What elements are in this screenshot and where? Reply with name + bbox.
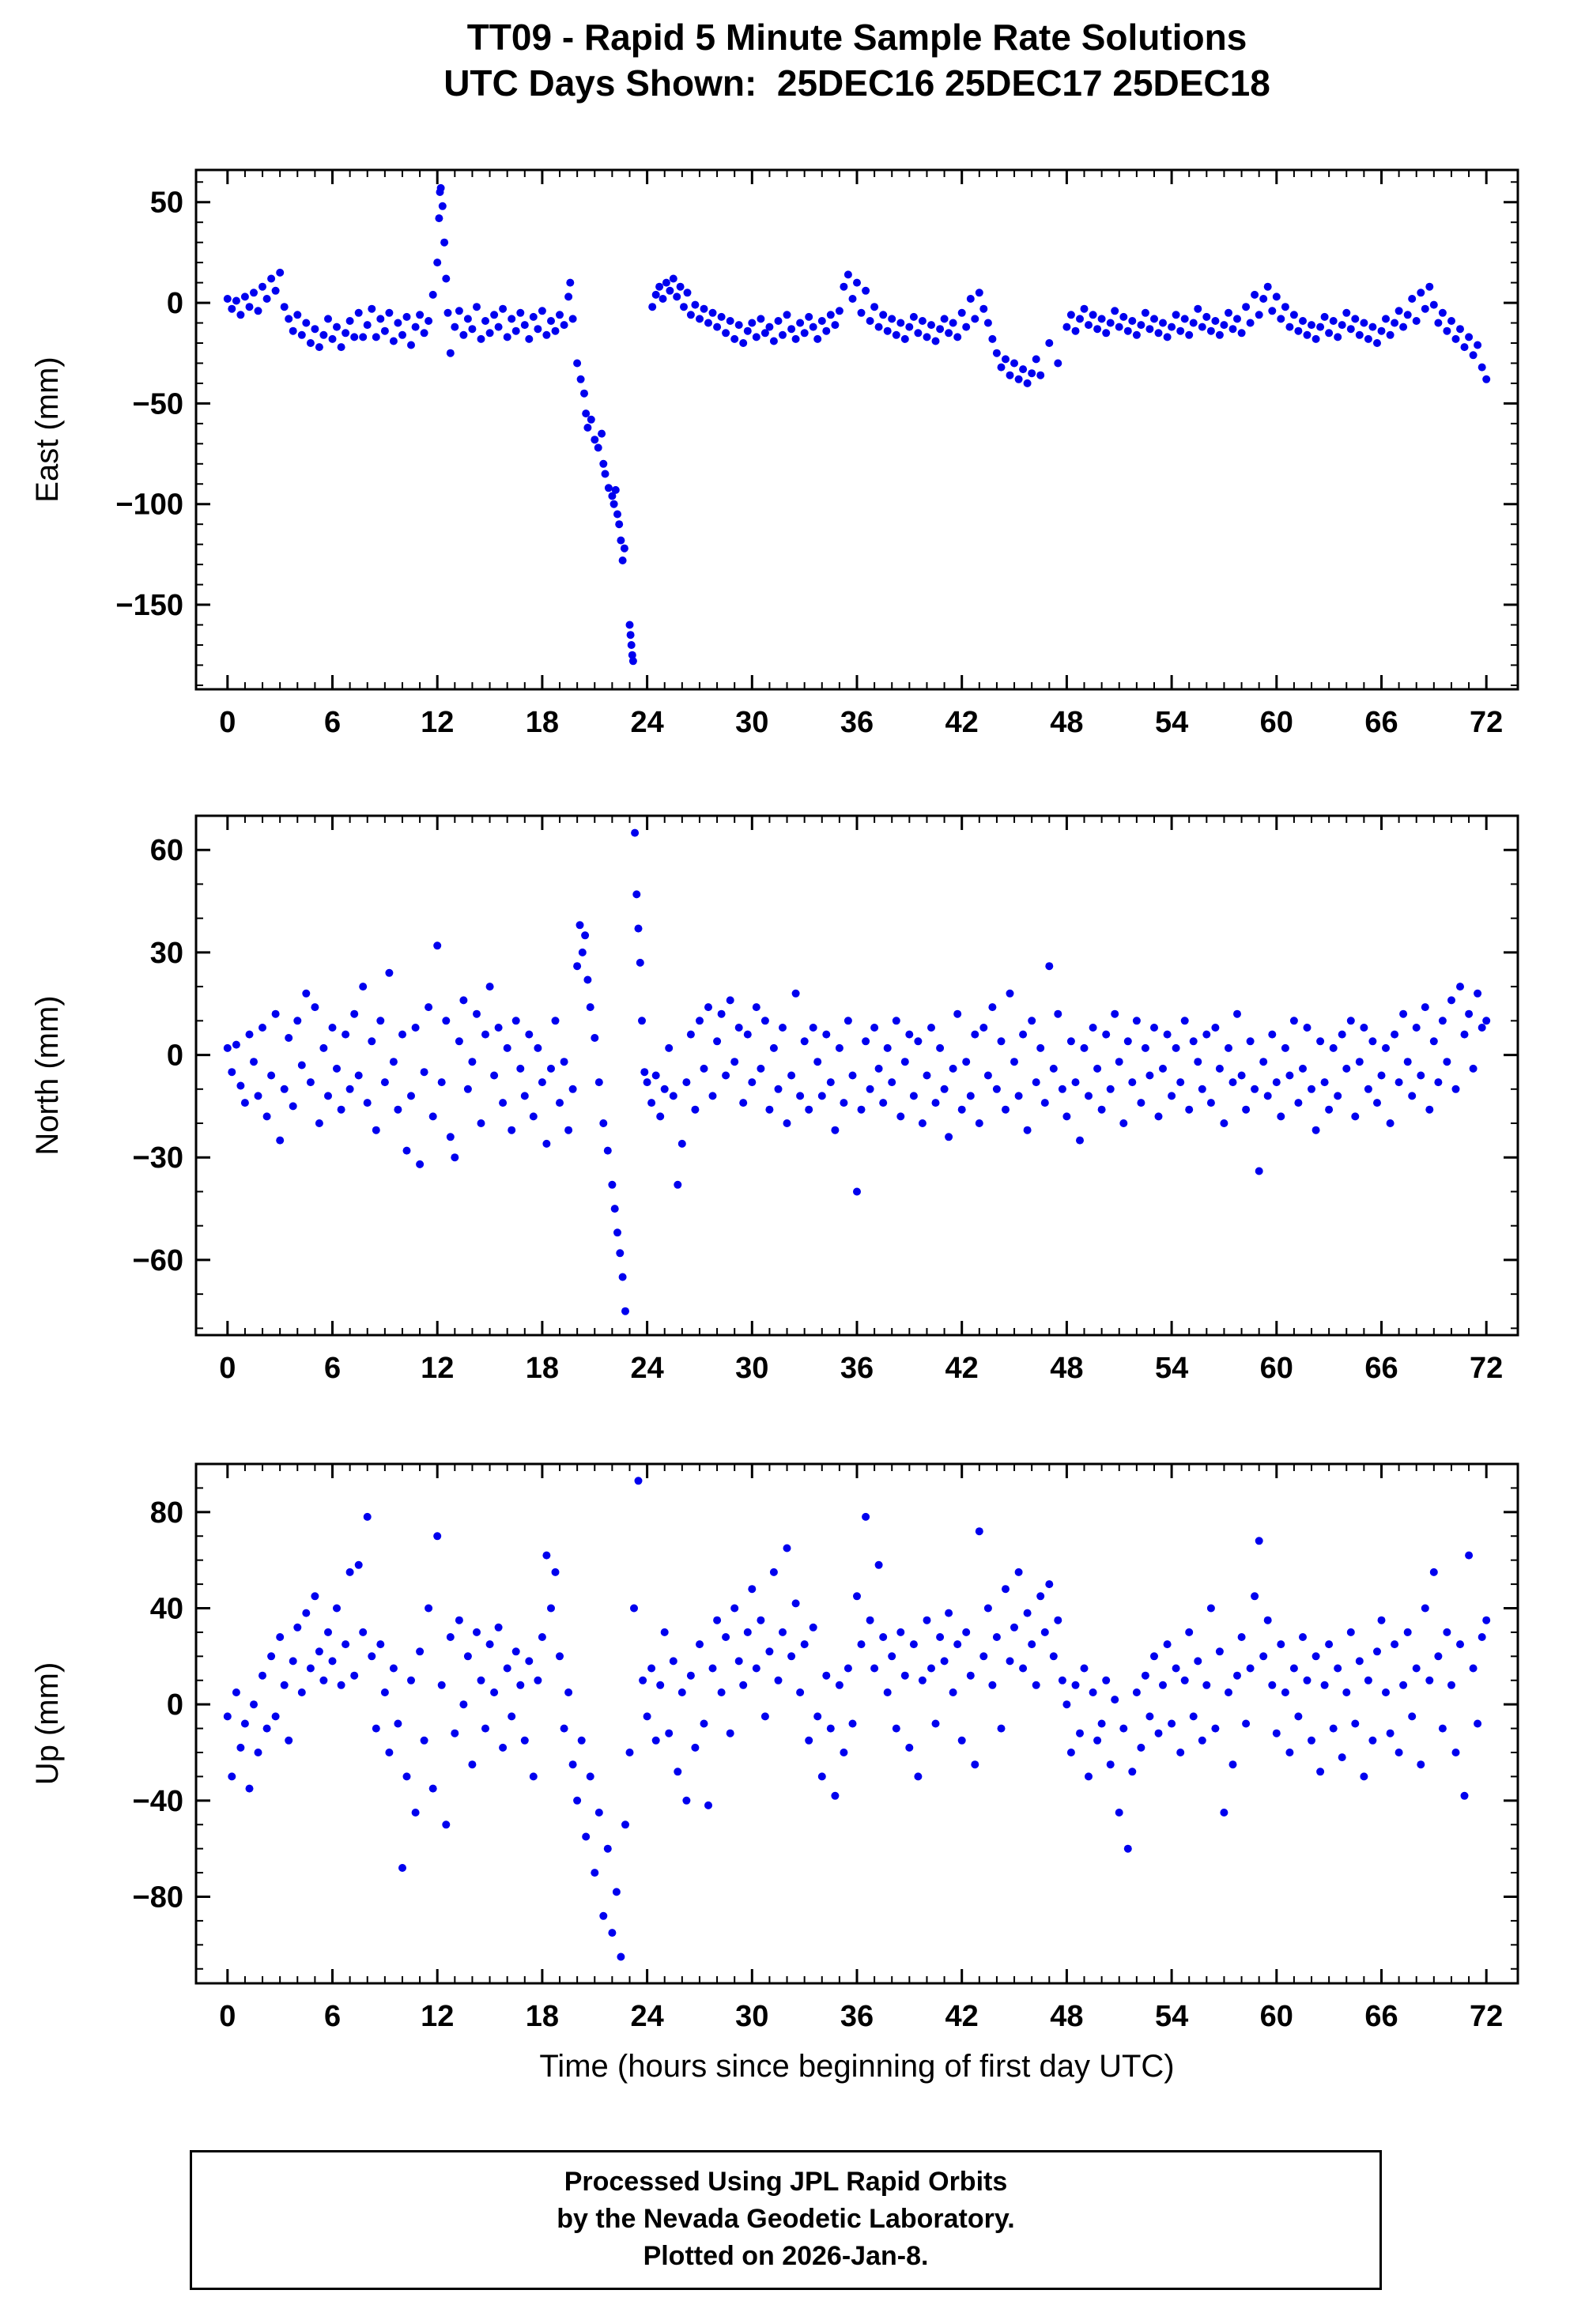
svg-text:6: 6: [324, 706, 341, 739]
footer-line: Processed Using JPL Rapid Orbits: [564, 2167, 1008, 2197]
svg-text:−40: −40: [133, 1785, 183, 1818]
svg-text:30: 30: [735, 2000, 768, 2033]
north-axis-label: North (mm): [30, 995, 65, 1155]
svg-text:48: 48: [1050, 1352, 1083, 1385]
north-chart: 0 6 12 18 24 30 36 42 48 54 60 66 72 60 30 0 −30 −60 North…: [30, 814, 1519, 1385]
svg-text:−80: −80: [133, 1881, 183, 1915]
svg-text:60: 60: [1260, 706, 1293, 739]
footer-line: by the Nevada Geodetic Laboratory.: [557, 2204, 1015, 2234]
svg-text:24: 24: [630, 1352, 663, 1385]
up-scatter-points: [223, 1477, 1491, 1961]
svg-text:−100: −100: [115, 489, 183, 522]
svg-text:0: 0: [167, 1688, 183, 1722]
svg-text:18: 18: [526, 2000, 559, 2033]
svg-text:42: 42: [945, 2000, 979, 2033]
svg-text:80: 80: [150, 1496, 183, 1530]
svg-text:30: 30: [735, 706, 768, 739]
svg-text:48: 48: [1050, 2000, 1083, 2033]
east-panel: 0 6 12 18 24 30 36 42 48 54 60 66 72 50 0 −50 −100 −150 Ea…: [0, 167, 1570, 783]
svg-text:30: 30: [735, 1352, 768, 1385]
svg-text:54: 54: [1155, 1352, 1188, 1385]
svg-text:60: 60: [150, 834, 183, 867]
svg-text:36: 36: [840, 706, 874, 739]
svg-text:−50: −50: [133, 387, 183, 421]
chart-subtitle: UTC Days Shown: 25DEC16 25DEC17 25DEC18: [443, 62, 1270, 104]
svg-text:12: 12: [421, 706, 454, 739]
svg-text:42: 42: [945, 706, 979, 739]
svg-text:0: 0: [219, 1352, 236, 1385]
svg-text:42: 42: [945, 1352, 979, 1385]
svg-text:0: 0: [219, 706, 236, 739]
svg-text:18: 18: [526, 706, 559, 739]
svg-text:66: 66: [1364, 706, 1398, 739]
svg-text:48: 48: [1050, 706, 1083, 739]
svg-text:6: 6: [324, 2000, 341, 2033]
svg-text:72: 72: [1470, 1352, 1503, 1385]
east-chart: 0 6 12 18 24 30 36 42 48 54 60 66 72 50 0 −50 −100 −150 Ea…: [30, 168, 1519, 739]
svg-text:0: 0: [167, 1039, 183, 1073]
svg-text:54: 54: [1155, 706, 1188, 739]
svg-text:66: 66: [1364, 2000, 1398, 2033]
svg-text:40: 40: [150, 1593, 183, 1626]
svg-text:−30: −30: [133, 1141, 183, 1175]
svg-text:0: 0: [167, 287, 183, 320]
north-axes: [194, 814, 1519, 1337]
east-axis-label: East (mm): [30, 357, 65, 502]
svg-text:12: 12: [421, 2000, 454, 2033]
svg-text:36: 36: [840, 2000, 874, 2033]
svg-text:36: 36: [840, 1352, 874, 1385]
svg-text:6: 6: [324, 1352, 341, 1385]
footer-box: Processed Using JPL Rapid Orbits by the …: [190, 2150, 1382, 2290]
chart-title: TT09 - Rapid 5 Minute Sample Rate Soluti…: [466, 17, 1247, 58]
svg-text:72: 72: [1470, 2000, 1503, 2033]
up-axes: [194, 1462, 1519, 1985]
up-chart: 0 6 12 18 24 30 36 42 48 54 60 66 72 80 40 0 −40 −80 Up (m…: [30, 1462, 1519, 2033]
east-axes: [194, 168, 1519, 691]
up-panel: 0 6 12 18 24 30 36 42 48 54 60 66 72 80 40 0 −40 −80 Up (m…: [0, 1461, 1570, 2077]
svg-text:60: 60: [1260, 1352, 1293, 1385]
up-tick-labels: 0 6 12 18 24 30 36 42 48 54 60 66 72 80 40 0 −40 −80: [133, 1496, 1504, 2033]
north-tick-labels: 0 6 12 18 24 30 36 42 48 54 60 66 72 60 30 0 −30 −60: [133, 834, 1504, 1385]
north-scatter-points: [223, 828, 1491, 1315]
svg-text:24: 24: [630, 2000, 663, 2033]
east-scatter-points: [223, 183, 1491, 666]
north-panel: 0 6 12 18 24 30 36 42 48 54 60 66 72 60 30 0 −30 −60 North…: [0, 813, 1570, 1429]
up-axis-label: Up (mm): [30, 1662, 65, 1786]
svg-text:60: 60: [1260, 2000, 1293, 2033]
svg-text:54: 54: [1155, 2000, 1188, 2033]
svg-text:−60: −60: [133, 1244, 183, 1277]
svg-text:66: 66: [1364, 1352, 1398, 1385]
svg-text:12: 12: [421, 1352, 454, 1385]
x-axis-title: Time (hours since beginning of first day…: [539, 2049, 1175, 2084]
east-tick-labels: 0 6 12 18 24 30 36 42 48 54 60 66 72 50 0 −50 −100 −150: [115, 187, 1503, 739]
svg-text:50: 50: [150, 187, 183, 220]
svg-text:30: 30: [150, 937, 183, 970]
svg-text:18: 18: [526, 1352, 559, 1385]
footer-line: Plotted on 2026-Jan-8.: [643, 2241, 929, 2271]
svg-text:−150: −150: [115, 589, 183, 622]
svg-text:0: 0: [219, 2000, 236, 2033]
svg-text:24: 24: [630, 706, 663, 739]
svg-text:72: 72: [1470, 706, 1503, 739]
